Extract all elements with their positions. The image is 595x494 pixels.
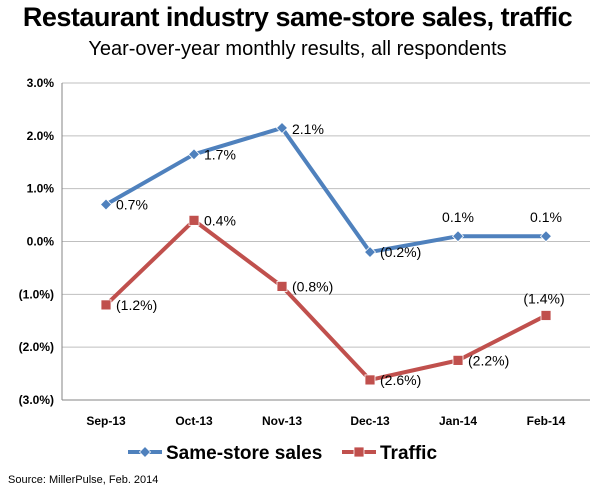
same_store-data-label: 1.7% xyxy=(204,146,236,162)
same_store-data-label: (0.2%) xyxy=(380,244,421,260)
same_store-point xyxy=(363,246,377,259)
series-lines xyxy=(99,121,553,386)
traffic-point xyxy=(188,214,200,226)
traffic-data-label: (1.2%) xyxy=(116,297,157,313)
data-labels: 0.7% 1.7% 2.1% (0.2%) 0.1% 0.1% (1.2%) 0.4% (0.8… xyxy=(116,121,565,388)
y-tick-label: (1.0%) xyxy=(19,287,54,301)
same_store-data-label: 2.1% xyxy=(292,121,324,137)
x-tick-label: Dec-13 xyxy=(350,414,390,428)
chart-title: Restaurant industry same-store sales, tr… xyxy=(22,2,573,32)
chart-subtitle: Year-over-year monthly results, all resp… xyxy=(88,38,507,60)
traffic-series-line xyxy=(104,218,548,382)
legend: Same-store sales Traffic xyxy=(128,443,437,464)
same_store-point xyxy=(275,121,289,134)
legend-label: Same-store sales xyxy=(166,443,322,464)
traffic-point xyxy=(100,299,112,311)
legend-marker xyxy=(353,446,365,458)
traffic-point xyxy=(364,374,376,386)
traffic-data-label: (0.8%) xyxy=(292,278,333,294)
same_store-data-label: 0.7% xyxy=(116,197,148,213)
traffic-data-label: (2.2%) xyxy=(468,352,509,368)
gridlines xyxy=(62,82,590,401)
y-tick-label: 1.0% xyxy=(27,182,55,196)
traffic-data-label: (1.4%) xyxy=(523,290,564,306)
x-tick-label: Sep-13 xyxy=(86,414,126,428)
same_store-point xyxy=(539,230,553,243)
x-axis-ticks: Sep-13 Oct-13 Nov-13 Dec-13 Jan-14 Feb-14 xyxy=(86,414,565,428)
legend-marker xyxy=(138,445,152,459)
traffic-point xyxy=(452,354,464,366)
traffic-data-label: 0.4% xyxy=(204,212,236,228)
x-tick-label: Nov-13 xyxy=(262,414,302,428)
y-tick-label: 2.0% xyxy=(27,129,55,143)
y-tick-label: (3.0%) xyxy=(19,393,54,407)
x-tick-label: Jan-14 xyxy=(439,414,477,428)
traffic-point xyxy=(276,281,288,292)
same_store-point xyxy=(99,198,113,211)
traffic-data-label: (2.6%) xyxy=(380,372,421,388)
same_store-data-label: 0.1% xyxy=(442,209,474,225)
axes xyxy=(61,83,590,401)
y-tick-label: (2.0%) xyxy=(19,340,54,354)
x-tick-label: Feb-14 xyxy=(527,414,566,428)
source-note: Source: MillerPulse, Feb. 2014 xyxy=(8,474,159,486)
same_store-point xyxy=(451,230,465,243)
same_store-data-label: 0.1% xyxy=(530,209,562,225)
legend-label: Traffic xyxy=(380,443,437,464)
y-tick-label: 0.0% xyxy=(27,235,55,249)
traffic-point xyxy=(540,310,552,321)
y-tick-label: 3.0% xyxy=(27,76,55,90)
x-tick-label: Oct-13 xyxy=(175,414,213,428)
same_store-point xyxy=(187,148,201,161)
y-axis-ticks: 3.0% 2.0% 1.0% 0.0% (1.0%) (2.0%) (3.0%) xyxy=(19,76,55,407)
same_store-series-line xyxy=(104,125,548,255)
